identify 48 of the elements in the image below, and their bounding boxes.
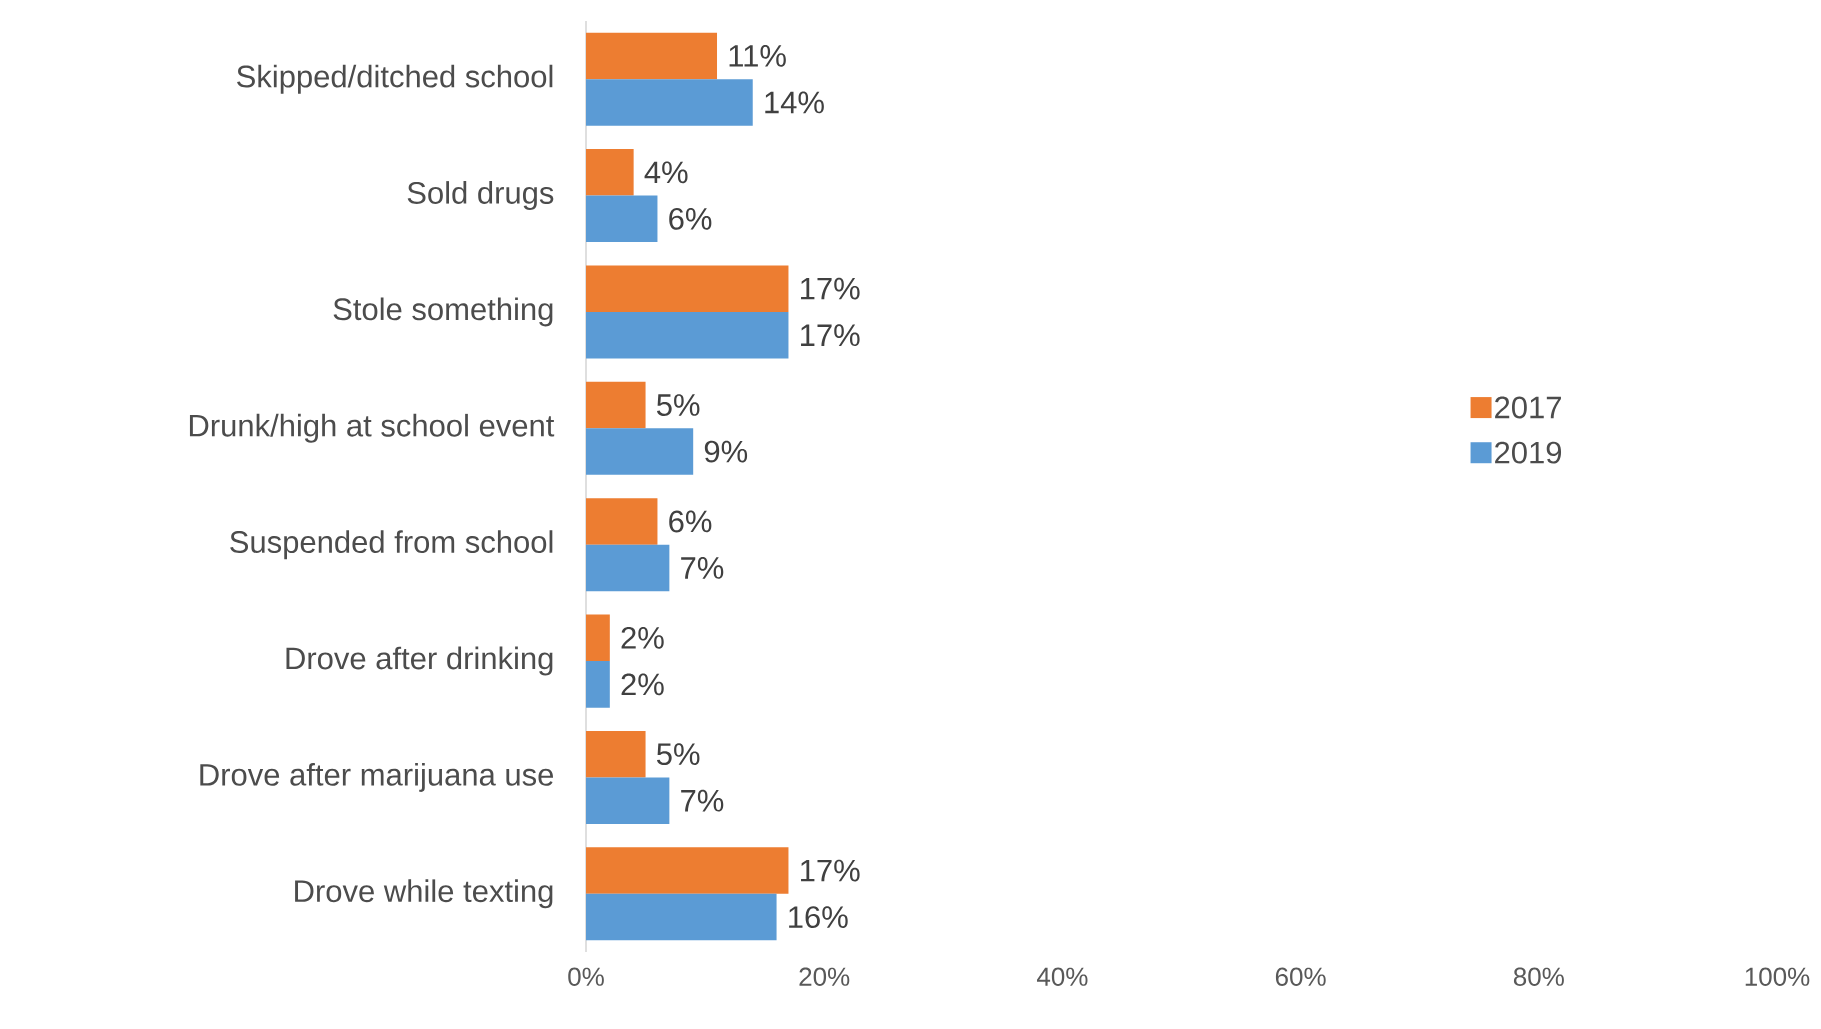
legend-label: 2017 <box>1495 396 1561 419</box>
data-label: 5% <box>656 743 700 766</box>
y-tick-label: Sold drugs <box>407 181 554 211</box>
data-label: 7% <box>681 789 724 812</box>
bar <box>586 847 789 894</box>
bar <box>586 498 658 545</box>
bar <box>586 777 670 824</box>
data-label: 2% <box>621 673 664 696</box>
x-tick-label: 0% <box>568 967 604 986</box>
bar <box>586 265 789 312</box>
y-tick-label: Drove after drinking <box>286 646 553 676</box>
bar <box>586 195 658 243</box>
bar <box>586 544 670 592</box>
x-tick-label: 40% <box>1036 967 1088 986</box>
data-label: 16% <box>789 906 848 929</box>
x-tick-label: 80% <box>1513 967 1564 986</box>
bar <box>586 661 610 708</box>
data-label: 11% <box>729 45 786 67</box>
data-label: 5% <box>656 394 700 416</box>
y-tick-label: Skipped/ditched school <box>237 64 553 94</box>
data-label: 7% <box>681 557 724 579</box>
bar <box>586 32 718 80</box>
bar <box>586 614 610 662</box>
data-label: 17% <box>801 859 860 882</box>
bar <box>586 79 753 126</box>
bar <box>586 428 694 475</box>
data-label: 17% <box>801 324 860 347</box>
x-tick-label: 20% <box>799 967 850 986</box>
data-label: 17% <box>801 277 860 300</box>
data-label: 6% <box>669 207 712 230</box>
data-label: 9% <box>704 440 748 463</box>
data-label: 2% <box>621 626 664 649</box>
y-tick-label: Drove after marijuana use <box>200 762 554 792</box>
bar <box>586 311 789 359</box>
x-tick-label: 60% <box>1275 967 1326 986</box>
legend-label: 2019 <box>1495 441 1562 464</box>
y-tick-label: Suspended from school <box>230 530 553 560</box>
bar <box>586 893 777 941</box>
data-label: 6% <box>669 510 712 533</box>
data-label: 4% <box>644 161 688 184</box>
bar <box>586 730 646 778</box>
data-label: 14% <box>765 91 824 114</box>
bar <box>586 381 646 429</box>
x-tick-label: 100% <box>1745 967 1810 986</box>
y-tick-label: Stole something <box>333 297 553 327</box>
bar <box>586 149 634 196</box>
y-tick-label: Drove while texting <box>295 879 553 909</box>
y-tick-label: Drunk/high at school event <box>189 413 555 443</box>
